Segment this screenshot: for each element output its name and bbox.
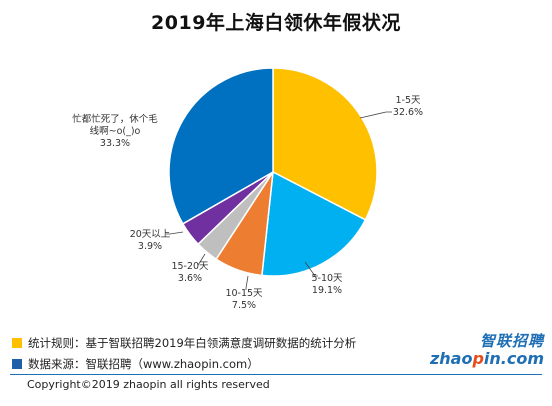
slice-category-label: 5-10天 <box>311 273 343 284</box>
logo-en-post: in.com <box>483 349 544 368</box>
slice-value-label: 3.6% <box>178 273 202 284</box>
note-source: 数据来源：智联招聘（www.zhaopin.com） <box>12 353 356 374</box>
note-source-text: 数据来源：智联招聘（www.zhaopin.com） <box>28 356 259 371</box>
chart-title: 2019年上海白领休年假状况 <box>151 12 401 34</box>
legend-square-icon <box>12 337 22 348</box>
slice-value-label: 3.9% <box>138 241 162 252</box>
slice-value-label: 32.6% <box>393 107 423 118</box>
logo-en-pre: zhao <box>429 349 473 368</box>
pie-slice <box>261 170 367 277</box>
zhaopin-logo: 智联招聘 zhaopin.com <box>430 330 544 370</box>
leader-line <box>197 253 206 266</box>
notes: 统计规则：基于智联招聘2019年白领满意度调研数据的统计分析 数据来源：智联招聘… <box>12 332 356 374</box>
pie-slice <box>168 67 274 225</box>
note-rule: 统计规则：基于智联招聘2019年白领满意度调研数据的统计分析 <box>12 332 356 353</box>
slice-category-label: 10-15天 <box>225 288 263 299</box>
slice-category-label: 线啊~o(_)o <box>90 125 141 137</box>
slice-category-label: 忙都忙死了，休个毛 <box>72 113 158 125</box>
slice-value-label: 19.1% <box>312 285 342 296</box>
leader-line <box>304 261 318 277</box>
logo-cn-text: 智联招聘 <box>479 332 544 350</box>
leader-line <box>166 231 184 235</box>
legend-square-icon <box>12 358 22 369</box>
leader-line <box>245 275 249 290</box>
slice-category-label: 15-20天 <box>171 261 209 272</box>
slice-value-label: 7.5% <box>232 300 256 311</box>
leader-line <box>359 111 392 119</box>
note-rule-text: 统计规则：基于智联招聘2019年白领满意度调研数据的统计分析 <box>28 335 357 350</box>
logo-en-o: p <box>472 349 484 368</box>
copyright-text: Copyright©2019 zhaopin all rights reserv… <box>27 378 270 391</box>
footer-divider <box>10 374 542 375</box>
slice-category-label: 1-5天 <box>395 95 421 106</box>
slice-category-label: 20天以上 <box>130 229 171 240</box>
slice-value-label: 33.3% <box>100 138 130 149</box>
logo-en-text: zhaopin.com <box>430 349 544 368</box>
